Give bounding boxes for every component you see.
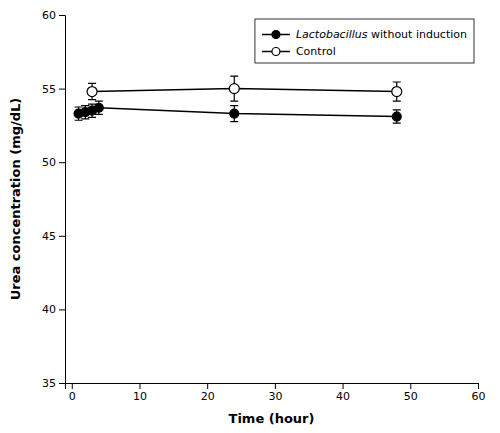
tick: 60 — [42, 9, 65, 22]
axis-line — [59, 16, 66, 384]
tick-mark — [207, 383, 208, 389]
point — [392, 87, 402, 97]
x-axis-title: Time (hour) — [229, 411, 315, 426]
tick-mark — [59, 309, 65, 310]
tick-label: 35 — [42, 377, 56, 390]
tick-mark — [59, 383, 65, 384]
tick-mark — [275, 383, 276, 389]
axis-line — [66, 384, 479, 390]
tick-mark — [478, 383, 479, 389]
plot: 0 10 20 30 40 50 60 35 40 45 50 55 60 Time (hour) Urea… — [8, 9, 486, 426]
error-bar — [393, 82, 401, 101]
tick-label: 10 — [133, 390, 147, 403]
tick-label: 55 — [42, 83, 56, 96]
error-bar — [230, 76, 238, 101]
error-bar — [393, 110, 401, 123]
tick: 0 — [69, 383, 76, 403]
legend-label: Control — [296, 45, 336, 58]
tick: 40 — [336, 383, 350, 403]
tick-mark — [139, 383, 140, 389]
tick: 30 — [268, 383, 282, 403]
legend-item: Control — [262, 45, 336, 58]
point — [94, 103, 103, 112]
tick: 35 — [42, 377, 65, 390]
tick: 40 — [42, 303, 65, 316]
tick-mark — [59, 162, 65, 163]
tick-label: 60 — [472, 390, 486, 403]
tick-mark — [72, 383, 73, 389]
tick: 50 — [404, 383, 418, 403]
tick-mark — [59, 15, 65, 16]
y-axis: 35 40 45 50 55 60 — [42, 9, 66, 390]
tick-mark — [59, 89, 65, 90]
legend-item: Lactobacillus without induction — [262, 28, 467, 41]
marks — [74, 76, 402, 123]
point — [230, 109, 239, 118]
legend-frame — [255, 19, 474, 63]
legend-marker — [272, 31, 280, 39]
legend-marker — [272, 48, 280, 56]
tick-label: 40 — [42, 303, 56, 316]
tick-mark — [343, 383, 344, 389]
series — [74, 101, 401, 123]
tick: 50 — [42, 156, 65, 169]
tick: 45 — [42, 230, 65, 243]
x-axis: 0 10 20 30 40 50 60 — [66, 383, 486, 403]
tick-label: 50 — [404, 390, 418, 403]
error-bar — [88, 83, 96, 99]
point — [229, 84, 239, 94]
tick-mark — [410, 383, 411, 389]
tick: 55 — [42, 83, 65, 96]
legend-label: Lactobacillus without induction — [296, 28, 467, 41]
point — [392, 112, 401, 121]
tick: 10 — [133, 383, 147, 403]
chart: 0 10 20 30 40 50 60 35 40 45 50 55 60 Time (hour) Urea… — [0, 0, 500, 433]
tick-mark — [59, 236, 65, 237]
tick-label: 45 — [42, 230, 56, 243]
tick-label: 30 — [268, 390, 282, 403]
y-axis-title: Urea concentration (mg/dL) — [8, 98, 23, 301]
line — [92, 89, 397, 92]
tick-label: 0 — [69, 390, 76, 403]
series — [87, 76, 402, 101]
tick-label: 40 — [336, 390, 350, 403]
tick-label: 20 — [201, 390, 215, 403]
tick-label: 50 — [42, 156, 56, 169]
legend: Lactobacillus without induction Control — [255, 19, 474, 63]
error-bar — [230, 106, 238, 122]
point — [87, 87, 97, 97]
tick: 20 — [201, 383, 215, 403]
tick-label: 60 — [42, 9, 56, 22]
tick: 60 — [472, 383, 486, 403]
